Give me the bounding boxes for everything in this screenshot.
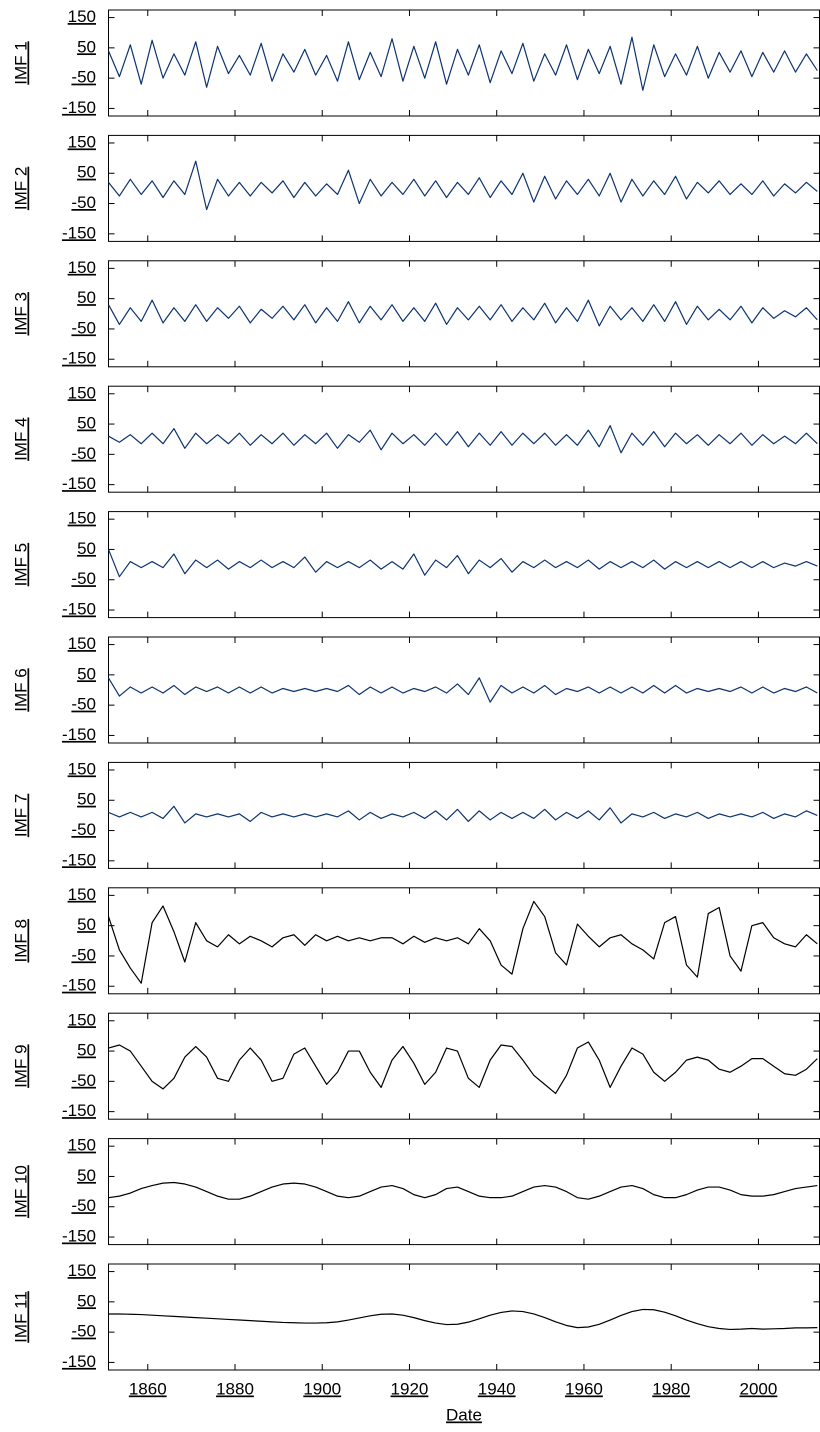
plot-frame xyxy=(108,260,820,368)
y-tick-label: 150 xyxy=(68,885,96,904)
y-tick-label: 50 xyxy=(77,163,96,182)
y-tick-label: -150 xyxy=(62,1101,96,1120)
y-tick-label: 150 xyxy=(68,383,96,402)
y-axis-label: IMF 7 xyxy=(11,794,30,837)
y-tick-label: 50 xyxy=(77,288,96,307)
y-axis-label: IMF 10 xyxy=(11,1165,30,1218)
y-tick-label: -50 xyxy=(71,68,96,87)
y-tick-label: 50 xyxy=(77,664,96,683)
x-tick-label: 1960 xyxy=(565,1379,603,1398)
plot-frame xyxy=(108,761,820,869)
y-tick-label: -150 xyxy=(62,98,96,117)
y-tick-label: 150 xyxy=(68,132,96,151)
x-tick-label: 1980 xyxy=(652,1379,690,1398)
y-tick-label: 150 xyxy=(68,7,96,26)
y-tick-label: -50 xyxy=(71,1196,96,1215)
y-tick-label: -150 xyxy=(62,223,96,242)
y-tick-label: 50 xyxy=(77,1291,96,1310)
y-tick-label: -150 xyxy=(62,976,96,995)
y-tick-label: 150 xyxy=(68,509,96,528)
signal-line xyxy=(107,900,818,984)
y-tick-label: -50 xyxy=(71,1071,96,1090)
signal-line xyxy=(108,424,818,454)
y-tick-label: -150 xyxy=(62,1227,96,1246)
x-axis-label: Date xyxy=(446,1405,482,1424)
y-tick-label: -50 xyxy=(71,695,96,714)
x-tick-label: 1900 xyxy=(303,1379,341,1398)
y-axis-label: IMF 5 xyxy=(11,543,30,586)
y-tick-label: -150 xyxy=(62,1352,96,1371)
x-tick-label: 1920 xyxy=(391,1379,429,1398)
y-tick-label: -150 xyxy=(62,600,96,619)
signal-line xyxy=(108,160,818,211)
signal-line xyxy=(107,36,818,91)
y-tick-label: -150 xyxy=(62,474,96,493)
y-tick-label: -50 xyxy=(71,444,96,463)
y-axis-label: IMF 1 xyxy=(11,41,30,84)
y-tick-label: 50 xyxy=(77,539,96,558)
y-axis-label: IMF 9 xyxy=(11,1044,30,1087)
y-tick-label: -150 xyxy=(62,349,96,368)
y-tick-label: 150 xyxy=(68,634,96,653)
y-tick-label: -50 xyxy=(71,318,96,337)
y-tick-label: -50 xyxy=(71,945,96,964)
plot-frame xyxy=(108,385,820,493)
signal-line xyxy=(108,1181,818,1200)
signal-line xyxy=(108,1041,818,1095)
y-axis-label: IMF 3 xyxy=(11,292,30,335)
y-tick-label: 150 xyxy=(68,1261,96,1280)
signal-line xyxy=(107,299,818,327)
y-tick-label: 50 xyxy=(77,915,96,934)
x-tick-label: 1860 xyxy=(129,1379,167,1398)
plot-frame xyxy=(108,1138,820,1246)
y-tick-label: 50 xyxy=(77,414,96,433)
y-tick-label: -50 xyxy=(71,820,96,839)
y-tick-label: 150 xyxy=(68,759,96,778)
y-tick-label: 50 xyxy=(77,1041,96,1060)
x-tick-label: 2000 xyxy=(740,1379,778,1398)
signal-line xyxy=(108,805,818,824)
y-tick-label: -50 xyxy=(71,193,96,212)
signal-line xyxy=(108,1308,818,1331)
y-tick-label: 50 xyxy=(77,790,96,809)
y-tick-label: -50 xyxy=(71,1322,96,1341)
y-axis-label: IMF 11 xyxy=(11,1291,30,1343)
x-tick-label: 1880 xyxy=(216,1379,254,1398)
y-axis-label: IMF 6 xyxy=(11,668,30,711)
signal-line xyxy=(107,549,818,578)
y-axis-label: IMF 2 xyxy=(11,167,30,210)
y-tick-label: -150 xyxy=(62,850,96,869)
x-tick-label: 1940 xyxy=(478,1379,516,1398)
y-tick-label: 150 xyxy=(68,1010,96,1029)
y-tick-label: 50 xyxy=(77,1166,96,1185)
signal-line xyxy=(107,677,818,703)
plot-frame xyxy=(108,9,820,117)
y-axis-label: IMF 8 xyxy=(11,919,30,962)
plot-frame xyxy=(108,1263,820,1371)
y-tick-label: 150 xyxy=(68,258,96,277)
y-tick-label: -150 xyxy=(62,725,96,744)
y-tick-label: -50 xyxy=(71,569,96,588)
y-tick-label: 150 xyxy=(68,1136,96,1155)
y-axis-label: IMF 4 xyxy=(11,417,30,460)
y-tick-label: 50 xyxy=(77,37,96,56)
